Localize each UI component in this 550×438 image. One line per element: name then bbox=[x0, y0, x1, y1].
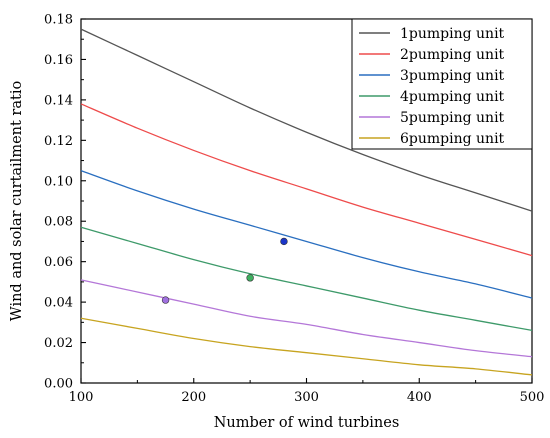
data-markers bbox=[161, 237, 288, 304]
x-axis-title: Number of wind turbines bbox=[214, 415, 400, 431]
y-axis-title: Wind and solar curtailment ratio bbox=[9, 81, 25, 321]
data-marker-1 bbox=[280, 237, 288, 246]
x-tick-label: 400 bbox=[407, 390, 432, 405]
y-tick-label: 0.06 bbox=[44, 255, 73, 270]
legend: 1pumping unit 2pumping unit 3pumping unit 4… bbox=[351, 18, 533, 150]
x-tick-label: 500 bbox=[520, 390, 545, 405]
y-tick-label: 0.08 bbox=[44, 215, 73, 230]
legend-label-2: 2pumping unit bbox=[400, 47, 505, 63]
y-tick-label: 0.00 bbox=[44, 377, 73, 392]
y-tick-label: 0.14 bbox=[44, 93, 73, 108]
legend-label-3: 3pumping unit bbox=[400, 68, 505, 84]
legend-label-1: 1pumping unit bbox=[400, 26, 505, 42]
series-lines bbox=[80, 28, 533, 376]
y-tick-label: 0.10 bbox=[44, 174, 73, 189]
x-tick-label: 300 bbox=[294, 390, 319, 405]
x-axis: 100 200 300 400 500 bbox=[69, 378, 545, 405]
series-line-5 bbox=[80, 279, 533, 358]
y-tick-label: 0.16 bbox=[44, 53, 73, 68]
y-tick-label: 0.12 bbox=[44, 134, 73, 149]
legend-label-4: 4pumping unit bbox=[400, 89, 505, 105]
series-line-2 bbox=[80, 103, 533, 257]
x-tick-label: 100 bbox=[69, 390, 94, 405]
series-line-3 bbox=[80, 170, 533, 299]
y-axis: 0.00 0.02 0.04 0.06 0.08 0.10 0.12 0.14 0.16 0.18 bbox=[44, 13, 86, 392]
data-marker-3 bbox=[161, 296, 170, 304]
series-line-1 bbox=[80, 28, 533, 212]
x-tick-label: 200 bbox=[181, 390, 206, 405]
legend-label-5: 5pumping unit bbox=[400, 110, 505, 126]
legend-label-6: 6pumping unit bbox=[400, 131, 505, 147]
series-line-6 bbox=[80, 317, 533, 376]
legend-box bbox=[351, 18, 533, 150]
y-tick-label: 0.02 bbox=[44, 336, 73, 351]
y-tick-label: 0.04 bbox=[44, 296, 73, 311]
y-tick-label: 0.18 bbox=[44, 13, 73, 28]
data-marker-2 bbox=[246, 274, 254, 282]
series-line-4 bbox=[80, 226, 533, 332]
